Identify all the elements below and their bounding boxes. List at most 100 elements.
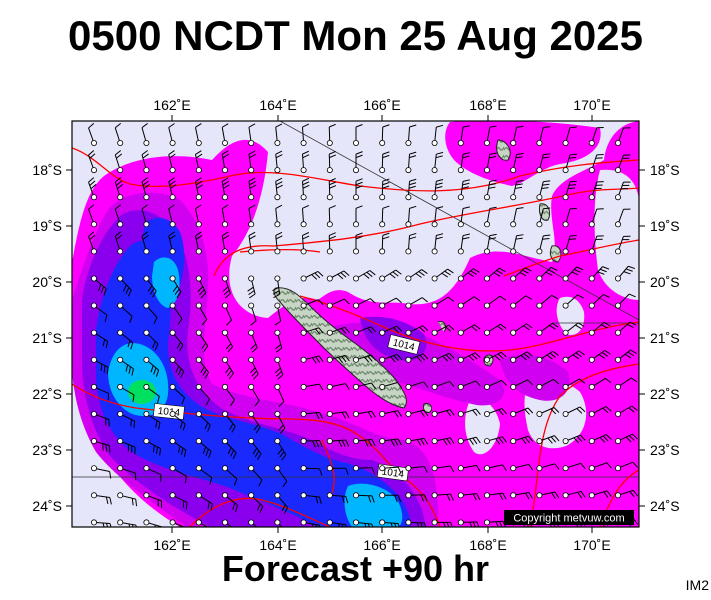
wind-barb bbox=[326, 178, 337, 201]
wind-barb bbox=[379, 232, 390, 255]
wind-barb bbox=[510, 463, 534, 472]
wind-barb bbox=[536, 294, 559, 309]
wind-barb bbox=[483, 206, 497, 228]
wind-barb bbox=[274, 204, 283, 228]
wind-barb bbox=[195, 519, 209, 527]
wind-barb bbox=[248, 231, 256, 255]
wind-barb bbox=[615, 405, 638, 417]
wind-barb bbox=[326, 492, 349, 504]
wind-barb bbox=[536, 126, 551, 146]
wind-barb bbox=[169, 275, 182, 298]
wind-barb bbox=[248, 438, 262, 460]
wind-barb bbox=[536, 180, 551, 201]
wind-barb bbox=[141, 204, 150, 228]
wind-barb bbox=[326, 123, 336, 146]
wind-barb bbox=[91, 356, 109, 375]
longitude-axis: 162˚E 164˚E 166˚E 168˚E 170˚E 162˚E 164˚… bbox=[153, 97, 610, 553]
wind-barb bbox=[221, 383, 235, 406]
wind-barb bbox=[562, 350, 585, 363]
wind-barb bbox=[114, 150, 124, 174]
wind-barb bbox=[300, 204, 310, 228]
wind-barb bbox=[248, 356, 259, 380]
map-title: 0500 NCDT Mon 25 Aug 2025 bbox=[68, 12, 643, 59]
wind-barb bbox=[588, 321, 611, 336]
lat-label-left: 23˚S bbox=[32, 442, 62, 458]
lon-label-bottom: 168˚E bbox=[469, 537, 506, 553]
wind-barb bbox=[510, 207, 524, 228]
wind-barb bbox=[510, 267, 532, 282]
wind-barb bbox=[431, 519, 453, 527]
wind-barb bbox=[405, 437, 429, 446]
wind-barb bbox=[117, 275, 132, 297]
wind-barb bbox=[588, 462, 612, 472]
wind-barb bbox=[300, 150, 310, 174]
wind-barb bbox=[588, 406, 612, 417]
wind-barb bbox=[431, 179, 444, 201]
wind-barb bbox=[143, 302, 158, 324]
wind-barb bbox=[431, 268, 454, 282]
wind-barb bbox=[405, 297, 428, 309]
wind-barb bbox=[300, 355, 324, 364]
wind-barb bbox=[379, 353, 403, 363]
lon-label-top: 164˚E bbox=[259, 97, 296, 113]
wind-barb bbox=[431, 492, 454, 501]
wind-barb bbox=[221, 275, 231, 299]
wind-barb bbox=[379, 124, 390, 146]
map-frame bbox=[71, 120, 640, 528]
wind-barb bbox=[352, 205, 363, 228]
wind-barb bbox=[352, 178, 363, 201]
lat-label-right: 24˚S bbox=[650, 498, 680, 514]
wind-barb bbox=[169, 492, 188, 510]
wind-barb bbox=[195, 383, 210, 406]
wind-barb bbox=[379, 438, 402, 447]
isobar-label-1: 1014 bbox=[387, 334, 421, 355]
wind-barb bbox=[457, 152, 470, 174]
wind-barb bbox=[274, 383, 285, 407]
wind-barb bbox=[143, 410, 161, 430]
wind-barb bbox=[274, 231, 283, 255]
wind-barb bbox=[536, 350, 559, 363]
wind-barb bbox=[457, 179, 470, 201]
wind-barb bbox=[536, 153, 551, 174]
wind-barb bbox=[143, 438, 162, 456]
lat-label-right: 23˚S bbox=[650, 442, 680, 458]
wind-barb bbox=[588, 294, 610, 309]
wind-barb bbox=[562, 234, 578, 255]
wind-barb bbox=[91, 438, 111, 453]
wind-barb bbox=[431, 124, 444, 146]
wind-barb bbox=[91, 275, 107, 296]
wind-barb bbox=[615, 349, 637, 363]
wind-barb bbox=[195, 329, 209, 352]
wind-barb bbox=[588, 434, 612, 445]
wind-barb bbox=[457, 352, 481, 363]
wind-barb bbox=[405, 465, 428, 474]
wind-barb bbox=[457, 408, 481, 417]
rain-extreme bbox=[128, 380, 156, 404]
wind-barb bbox=[248, 150, 256, 174]
wind-barb bbox=[431, 151, 444, 174]
copyright-box: Copyright metvuw.com bbox=[504, 510, 634, 525]
wind-barb bbox=[300, 465, 323, 476]
wind-barb bbox=[615, 181, 631, 201]
lon-label-top: 168˚E bbox=[469, 97, 506, 113]
wind-barb bbox=[457, 464, 481, 472]
wind-barb bbox=[405, 205, 417, 228]
wind-barb bbox=[117, 438, 136, 455]
lat-label-left: 24˚S bbox=[32, 498, 62, 514]
wind-barb bbox=[169, 465, 187, 484]
wind-barb bbox=[431, 352, 455, 363]
wind-barb bbox=[510, 295, 533, 309]
wind-barb bbox=[114, 204, 124, 228]
wind-barb bbox=[431, 465, 455, 473]
wind-barb bbox=[405, 232, 417, 255]
wind-barb bbox=[117, 410, 136, 429]
wind-barb bbox=[194, 150, 203, 174]
wind-barb bbox=[352, 465, 376, 475]
wind-barb bbox=[114, 177, 124, 201]
wind-barb bbox=[562, 378, 586, 390]
wind-barb bbox=[615, 377, 638, 390]
wind-barb bbox=[141, 177, 150, 201]
wind-barb bbox=[405, 353, 429, 363]
wind-barb bbox=[431, 409, 455, 417]
wind-barb bbox=[483, 436, 507, 445]
